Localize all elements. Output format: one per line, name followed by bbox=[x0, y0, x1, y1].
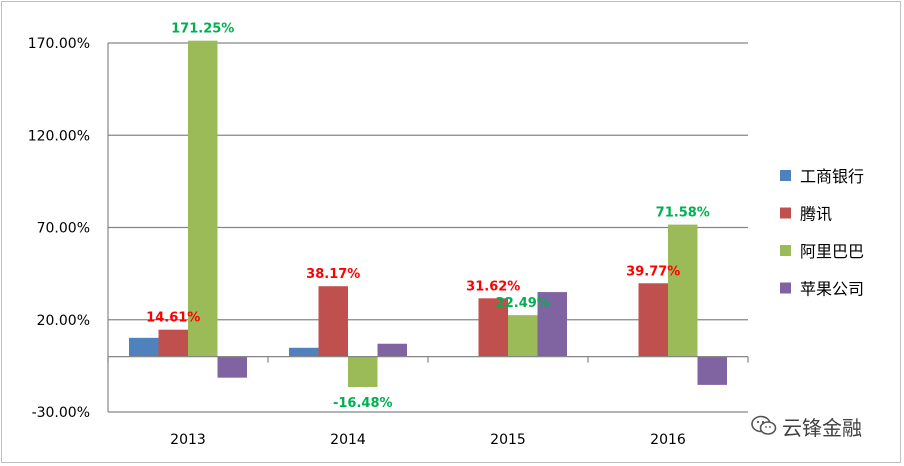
legend-swatch bbox=[780, 245, 791, 256]
watermark: 云锋金融 bbox=[750, 410, 890, 442]
bar bbox=[638, 283, 668, 357]
data-label: 171.25% bbox=[171, 22, 234, 37]
bar bbox=[188, 40, 218, 357]
bar bbox=[668, 224, 698, 357]
data-label: 39.77% bbox=[626, 264, 680, 279]
x-tick-label: 2016 bbox=[650, 432, 686, 448]
bar bbox=[289, 347, 319, 357]
data-label: 14.61% bbox=[146, 311, 200, 326]
y-tick-label: 170.00% bbox=[28, 36, 90, 52]
bar bbox=[158, 329, 188, 357]
x-tick-label: 2013 bbox=[170, 432, 206, 448]
bar bbox=[217, 356, 247, 378]
data-label: 71.58% bbox=[656, 206, 710, 221]
watermark-text: 云锋金融 bbox=[782, 416, 862, 440]
data-label: 22.49% bbox=[496, 296, 550, 311]
bar bbox=[478, 298, 508, 357]
legend-label: 阿里巴巴 bbox=[800, 242, 864, 261]
bar bbox=[508, 315, 538, 357]
bar bbox=[377, 343, 407, 357]
data-label: 38.17% bbox=[306, 267, 360, 282]
y-tick-label: 120.00% bbox=[28, 128, 90, 144]
legend-label: 苹果公司 bbox=[800, 280, 864, 299]
bar bbox=[697, 356, 727, 385]
legend-label: 工商银行 bbox=[800, 167, 864, 186]
x-tick-label: 2015 bbox=[490, 432, 526, 448]
data-label: 31.62% bbox=[466, 279, 520, 294]
data-label: -16.48% bbox=[333, 396, 393, 411]
wechat-icon bbox=[751, 415, 777, 435]
legend-swatch bbox=[780, 282, 791, 294]
legend-swatch bbox=[780, 207, 791, 219]
bar bbox=[537, 292, 567, 357]
bar bbox=[129, 337, 159, 357]
y-tick-label: -30.00% bbox=[32, 405, 90, 421]
x-tick-label: 2014 bbox=[330, 432, 366, 448]
legend-swatch bbox=[780, 170, 791, 181]
y-tick-label: 70.00% bbox=[37, 221, 90, 237]
bar bbox=[318, 286, 348, 357]
legend-label: 腾讯 bbox=[800, 205, 832, 224]
y-tick-label: 20.00% bbox=[37, 313, 90, 329]
bar bbox=[348, 356, 378, 388]
